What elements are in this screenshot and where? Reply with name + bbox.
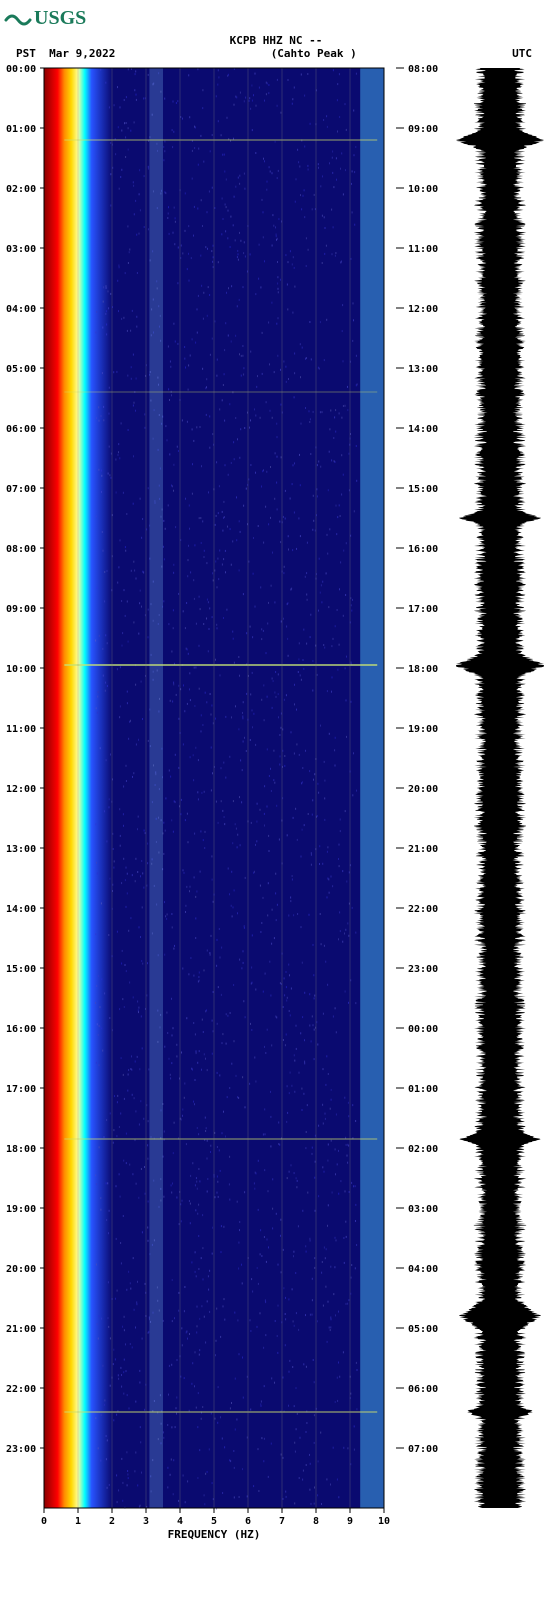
- pst-tick-label: 10:00: [6, 664, 36, 675]
- freq-tick-label: 3: [143, 1516, 149, 1527]
- utc-tick-label: 07:00: [408, 1444, 438, 1455]
- utc-tick-label: 22:00: [408, 904, 438, 915]
- pst-tick-label: 04:00: [6, 304, 36, 315]
- utc-tick-label: 14:00: [408, 424, 438, 435]
- utc-axis: 08:00 09:00 10:00 11:00 12:00 13:00 14:00 15:00…: [396, 64, 438, 1455]
- utc-tick-label: 03:00: [408, 1204, 438, 1215]
- right-tz-label: UTC: [512, 47, 532, 60]
- pst-tick-label: 13:00: [6, 844, 36, 855]
- pst-tick-label: 07:00: [6, 484, 36, 495]
- freq-tick-label: 0: [41, 1516, 47, 1527]
- utc-tick-label: 01:00: [408, 1084, 438, 1095]
- pst-tick-label: 14:00: [6, 904, 36, 915]
- freq-tick-label: 1: [75, 1516, 81, 1527]
- freq-tick-label: 4: [177, 1516, 183, 1527]
- pst-axis: 00:00 01:00 02:00 03:00 04:00 05:00 06:00 07:00…: [6, 64, 44, 1455]
- utc-tick-label: 15:00: [408, 484, 438, 495]
- utc-tick-label: 00:00: [408, 1024, 438, 1035]
- utc-tick-label: 09:00: [408, 124, 438, 135]
- left-tz-label: PST: [16, 47, 36, 60]
- pst-tick-label: 02:00: [6, 184, 36, 195]
- usgs-logo: USGS: [0, 0, 552, 28]
- freq-tick-label: 8: [313, 1516, 319, 1527]
- pst-tick-label: 11:00: [6, 724, 36, 735]
- pst-tick-label: 16:00: [6, 1024, 36, 1035]
- chart-header: KCPB HHZ NC -- PST Mar 9,2022 (Cahto Pea…: [0, 28, 552, 62]
- freq-tick-label: 9: [347, 1516, 353, 1527]
- utc-tick-label: 19:00: [408, 724, 438, 735]
- frequency-axis: 0 1 2 3 4 5 6 7 8 9 10: [41, 1508, 390, 1527]
- pst-tick-label: 12:00: [6, 784, 36, 795]
- pst-tick-label: 00:00: [6, 64, 36, 75]
- freq-tick-label: 7: [279, 1516, 285, 1527]
- pst-tick-label: 23:00: [6, 1444, 36, 1455]
- pst-tick-label: 08:00: [6, 544, 36, 555]
- plot-area: 00:00 01:00 02:00 03:00 04:00 05:00 06:00 07:00…: [0, 62, 552, 1582]
- utc-tick-label: 12:00: [408, 304, 438, 315]
- utc-tick-label: 17:00: [408, 604, 438, 615]
- freq-tick-label: 5: [211, 1516, 217, 1527]
- station-location: (Cahto Peak ): [271, 47, 357, 60]
- spectral-artifact: [149, 68, 163, 1508]
- utc-tick-label: 20:00: [408, 784, 438, 795]
- header-date: Mar 9,2022: [49, 47, 115, 60]
- freq-tick-label: 10: [378, 1516, 390, 1527]
- pst-tick-label: 21:00: [6, 1324, 36, 1335]
- pst-tick-label: 09:00: [6, 604, 36, 615]
- station-code: KCPB HHZ NC --: [230, 34, 323, 47]
- pst-tick-label: 20:00: [6, 1264, 36, 1275]
- utc-tick-label: 05:00: [408, 1324, 438, 1335]
- utc-tick-label: 10:00: [408, 184, 438, 195]
- pst-tick-label: 06:00: [6, 424, 36, 435]
- pst-tick-label: 22:00: [6, 1384, 36, 1395]
- utc-tick-label: 21:00: [408, 844, 438, 855]
- utc-tick-label: 08:00: [408, 64, 438, 75]
- right-edge-band: [360, 68, 384, 1508]
- pst-tick-label: 19:00: [6, 1204, 36, 1215]
- svg-text:USGS: USGS: [34, 7, 86, 28]
- utc-tick-label: 06:00: [408, 1384, 438, 1395]
- freq-tick-label: 2: [109, 1516, 115, 1527]
- utc-tick-label: 16:00: [408, 544, 438, 555]
- pst-tick-label: 05:00: [6, 364, 36, 375]
- pst-tick-label: 03:00: [6, 244, 36, 255]
- utc-tick-label: 04:00: [408, 1264, 438, 1275]
- pst-tick-label: 17:00: [6, 1084, 36, 1095]
- pst-tick-label: 15:00: [6, 964, 36, 975]
- freq-tick-label: 6: [245, 1516, 251, 1527]
- frequency-axis-label: FREQUENCY (HZ): [168, 1528, 261, 1541]
- waveform-trace: [456, 68, 544, 1508]
- utc-tick-label: 18:00: [408, 664, 438, 675]
- utc-tick-label: 23:00: [408, 964, 438, 975]
- utc-tick-label: 11:00: [408, 244, 438, 255]
- pst-tick-label: 01:00: [6, 124, 36, 135]
- utc-tick-label: 13:00: [408, 364, 438, 375]
- utc-tick-label: 02:00: [408, 1144, 438, 1155]
- pst-tick-label: 18:00: [6, 1144, 36, 1155]
